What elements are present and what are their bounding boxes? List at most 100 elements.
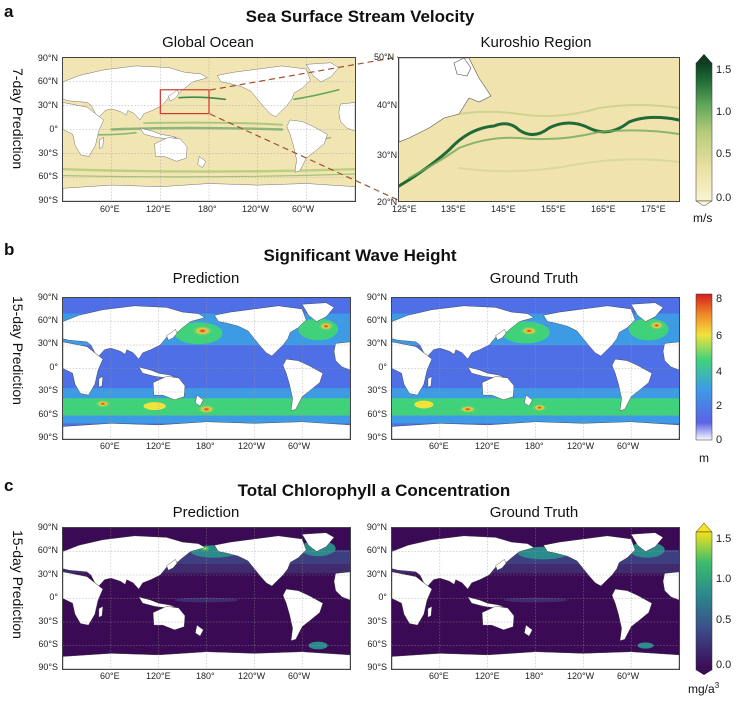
ground-truth-title: Ground Truth: [489, 504, 579, 521]
colorbar-tick: 4: [716, 366, 723, 378]
lat-tick: 60°N: [366, 315, 387, 325]
lon-tick: 120°E: [146, 671, 171, 681]
lat-tick: 90°N: [37, 53, 58, 63]
lat-tick: 60°S: [38, 639, 58, 649]
lon-tick: 60°E: [429, 441, 449, 451]
lon-tick: 180°: [525, 671, 544, 681]
lat-tick: 30°S: [38, 616, 58, 626]
colorbar-tick: 1.0: [716, 106, 732, 118]
lon-tick: 60°E: [100, 204, 120, 214]
lat-tick: 60°S: [38, 171, 58, 181]
wave-ground-truth-map: [391, 297, 680, 440]
colorbar-tick: 1.5: [716, 64, 732, 76]
lon-tick: 165°E: [591, 204, 616, 214]
colorbar-tick: 1.5: [716, 533, 732, 545]
lat-tick: 60°N: [37, 315, 58, 325]
lat-tick: 90°N: [366, 292, 387, 302]
chlorophyll-colorbar: [695, 523, 713, 675]
colorbar-unit: m/s: [693, 211, 713, 225]
lon-tick: 120°E: [475, 441, 500, 451]
lat-tick: 0°: [49, 592, 58, 602]
kuroshio-velocity-map: [398, 57, 680, 202]
lon-tick: 60°E: [429, 671, 449, 681]
lon-tick: 60°W: [617, 441, 640, 451]
ground-truth-title: Ground Truth: [489, 270, 579, 287]
lat-tick: 40°N: [377, 100, 398, 110]
colorbar-unit: mg/a3: [688, 681, 720, 696]
lat-tick: 20°N: [377, 197, 398, 207]
lon-tick: 60°W: [292, 204, 315, 214]
lon-tick: 60°W: [288, 671, 311, 681]
lon-tick: 180°: [196, 441, 215, 451]
lon-tick: 60°E: [100, 671, 120, 681]
panel-letter-a: a: [4, 2, 14, 21]
colorbar-tick: 0: [716, 434, 723, 446]
lat-tick: 0°: [49, 362, 58, 372]
lon-tick: 145°E: [491, 204, 516, 214]
prediction-title: Prediction: [172, 504, 240, 521]
lon-tick: 180°: [525, 441, 544, 451]
lat-tick: 30°N: [366, 569, 387, 579]
lat-tick: 30°N: [37, 569, 58, 579]
velocity-colorbar: [695, 54, 713, 206]
lon-tick: 175°E: [641, 204, 666, 214]
lon-tick: 120°W: [238, 441, 266, 451]
panel-letter-c: c: [4, 476, 14, 495]
zoom-connector: [209, 56, 399, 201]
lon-tick: 125°E: [392, 204, 417, 214]
lat-tick: 90°N: [37, 522, 58, 532]
lat-tick: 60°S: [367, 639, 387, 649]
lat-tick: 50°N: [374, 52, 395, 62]
colorbar-unit: m: [699, 451, 709, 465]
prediction-title: Prediction: [172, 270, 240, 287]
colorbar-tick: 8: [716, 293, 723, 305]
lon-tick: 120°W: [567, 441, 595, 451]
lat-tick: 30°N: [37, 100, 58, 110]
lon-tick: 60°W: [288, 441, 311, 451]
lat-tick: 0°: [378, 362, 387, 372]
lat-tick: 30°S: [367, 616, 387, 626]
lat-tick: 30°S: [38, 385, 58, 395]
lat-tick: 0°: [49, 124, 58, 134]
lat-tick: 30°N: [37, 338, 58, 348]
lat-tick: 90°S: [367, 432, 387, 442]
lat-tick: 0°: [378, 592, 387, 602]
kuroshio-region-title: Kuroshio Region: [480, 34, 592, 51]
lat-tick: 90°S: [38, 662, 58, 672]
lon-tick: 155°E: [541, 204, 566, 214]
lon-tick: 120°E: [146, 204, 171, 214]
panel-a-title: Sea Surface Stream Velocity: [245, 7, 475, 26]
lat-tick: 90°S: [367, 662, 387, 672]
lat-tick: 30°S: [367, 385, 387, 395]
lat-tick: 30°N: [366, 338, 387, 348]
lon-tick: 120°W: [242, 204, 270, 214]
colorbar-tick: 0.0: [716, 192, 732, 204]
panel-c-title: Total Chlorophyll a Concentration: [237, 481, 511, 500]
chlorophyll-ground-truth-map: [391, 527, 680, 670]
colorbar-tick: 6: [716, 330, 723, 342]
lat-tick: 60°N: [37, 545, 58, 555]
lon-tick: 120°W: [238, 671, 266, 681]
lon-tick: 120°E: [475, 671, 500, 681]
panel-letter-b: b: [4, 240, 15, 259]
lat-tick: 90°N: [37, 292, 58, 302]
lon-tick: 135°E: [441, 204, 466, 214]
lat-tick: 60°S: [367, 409, 387, 419]
colorbar-tick: 0.5: [716, 614, 732, 626]
panel-b-title: Significant Wave Height: [263, 246, 457, 265]
lat-tick: 60°S: [38, 409, 58, 419]
lon-tick: 120°E: [146, 441, 171, 451]
lat-tick: 90°S: [38, 432, 58, 442]
global-velocity-map: [62, 57, 356, 202]
colorbar-tick: 0.0: [716, 659, 732, 671]
colorbar-tick: 1.0: [716, 573, 732, 585]
lon-tick: 180°: [198, 204, 217, 214]
lon-tick: 120°W: [567, 671, 595, 681]
colorbar-tick: 2: [716, 400, 723, 412]
lat-tick: 90°N: [366, 522, 387, 532]
lat-tick: 60°N: [37, 76, 58, 86]
colorbar-tick: 0.5: [716, 148, 732, 160]
wave-prediction-map: [62, 297, 351, 440]
lat-tick: 30°S: [38, 148, 58, 158]
lat-tick: 60°N: [366, 545, 387, 555]
